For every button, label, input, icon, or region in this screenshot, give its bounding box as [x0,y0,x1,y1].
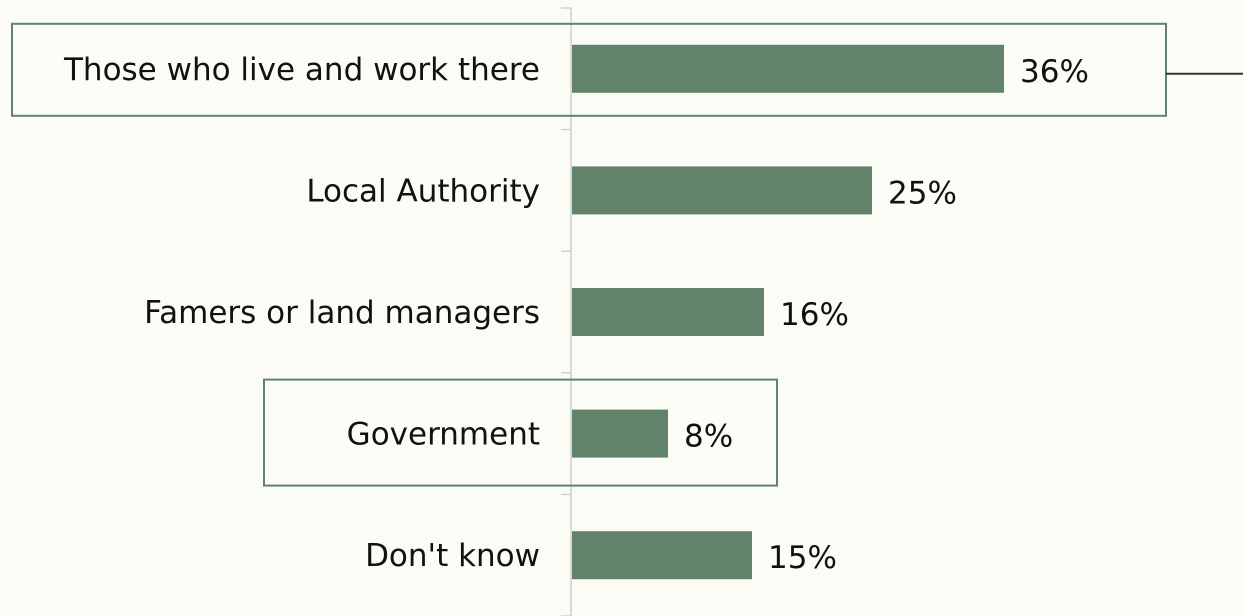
bar [572,166,872,215]
category-label: Government [347,417,540,453]
data-label: 25% [888,175,957,211]
bar [572,44,1004,93]
bar [572,288,764,336]
data-label: 15% [768,540,837,576]
data-label: 16% [780,297,849,333]
highlight-box [263,378,778,487]
category-label: Famers or land managers [144,295,540,331]
category-label: Those who live and work there [63,52,540,88]
category-label: Local Authority [306,173,540,209]
category-label: Don't know [365,538,540,574]
bar [572,531,752,580]
data-label: 8% [684,419,733,455]
highlight-box [11,22,1167,117]
bar [572,409,668,458]
data-label: 36% [1020,54,1089,90]
